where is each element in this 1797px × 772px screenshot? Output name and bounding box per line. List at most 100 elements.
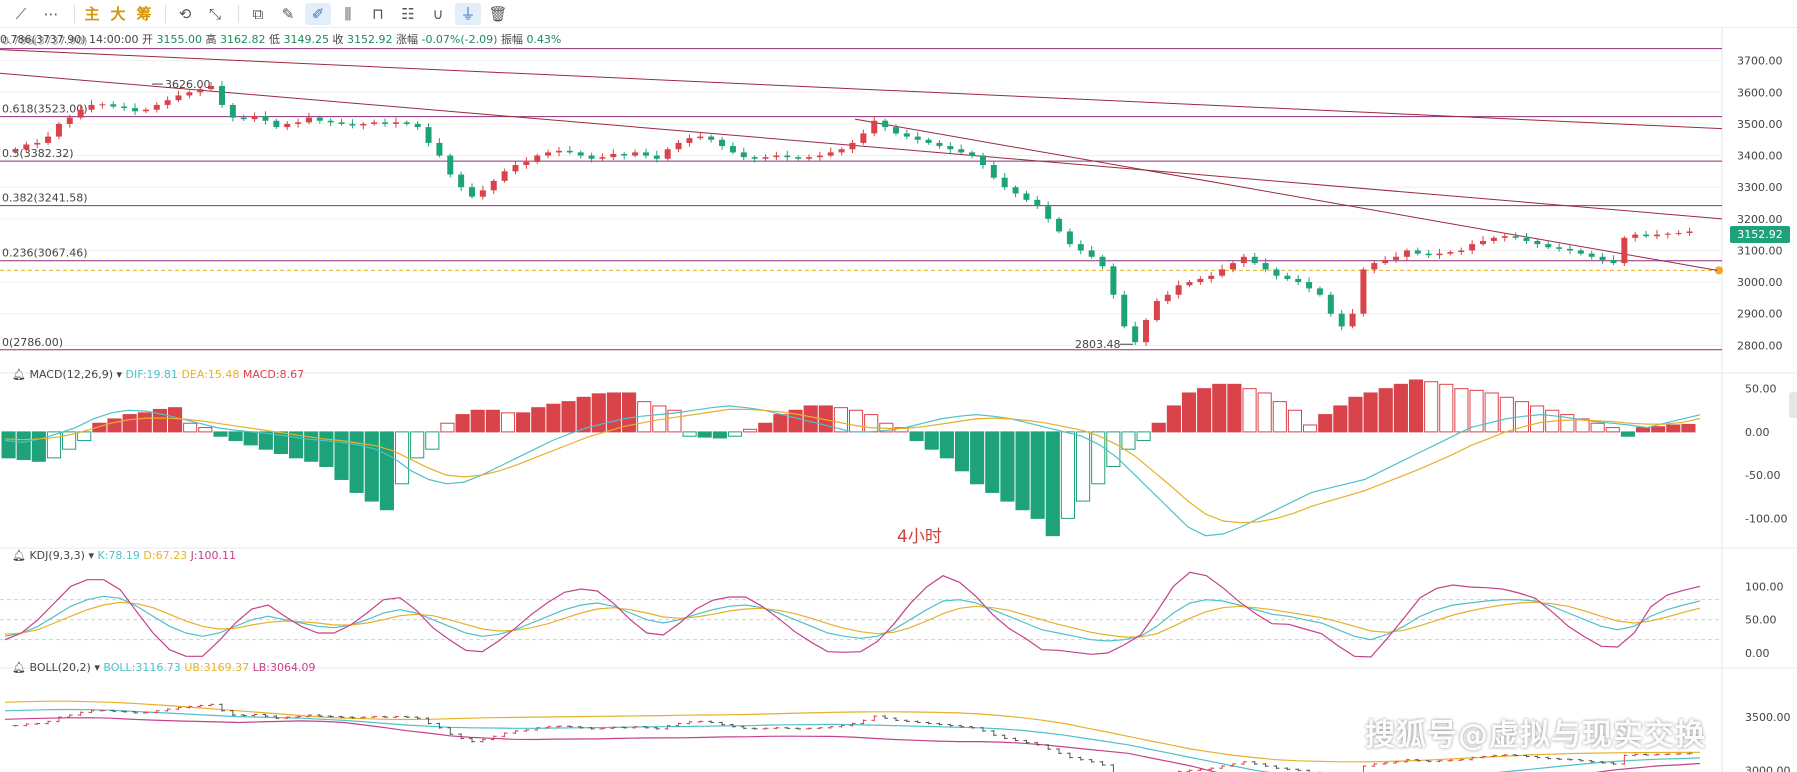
- macd-histogram-bar: [1408, 379, 1424, 433]
- boll-legend[interactable]: 🔔︎ BOLL(20,2) ▾ BOLL:3116.73 UB:3169.37 …: [12, 661, 315, 674]
- macd-histogram-bar: [1227, 383, 1242, 433]
- low-label: 低: [268, 33, 280, 46]
- candle-body: [1175, 285, 1182, 295]
- chip-button[interactable]: 筹: [136, 5, 152, 23]
- magnet-icon[interactable]: ∪: [432, 4, 444, 23]
- fib-level-label: 0.786(3737.90): [2, 35, 88, 48]
- line-tool-icon[interactable]: ⟋: [15, 4, 27, 23]
- macd-histogram-bar: [1015, 431, 1030, 511]
- candle-body: [1490, 237, 1497, 241]
- lock-icon[interactable]: ⊓: [372, 4, 384, 23]
- candle-body: [262, 116, 269, 121]
- measure-icon[interactable]: ⤡: [208, 4, 221, 23]
- candle-body: [1219, 269, 1226, 276]
- settings-doc-icon[interactable]: ☷: [401, 4, 415, 23]
- more-icon[interactable]: ⋯: [43, 4, 59, 23]
- candle-body: [34, 142, 41, 145]
- macd-histogram-bar: [1318, 414, 1333, 433]
- candles-icon[interactable]: ⫼: [344, 4, 352, 23]
- candle-body: [1034, 199, 1041, 207]
- candle-body: [1686, 231, 1693, 234]
- macd-histogram-bar: [621, 392, 637, 433]
- candle-body: [1371, 263, 1378, 270]
- copy-icon[interactable]: ⧉: [252, 4, 264, 23]
- dropdown-icon[interactable]: ▾: [116, 368, 123, 381]
- y-tick-label: 3000.00: [1737, 276, 1783, 289]
- replay-icon[interactable]: ⟲: [178, 4, 192, 23]
- macd-histogram-bar: [46, 431, 62, 459]
- macd-histogram-bar: [1560, 414, 1575, 433]
- candle-body: [436, 142, 443, 156]
- macd-histogram-bar: [273, 431, 289, 455]
- candle-body: [229, 104, 236, 118]
- candle-body: [66, 117, 73, 124]
- chart-area[interactable]: 2800.00 2900.00 3000.00 3100.00 3200.00 3300.…: [0, 28, 1797, 772]
- candle-body: [1675, 233, 1682, 235]
- macd-legend[interactable]: 🔔︎ MACD(12,26,9) ▾ DIF:19.81 DEA:15.48 M…: [12, 368, 304, 381]
- macd-histogram-bar: [939, 431, 954, 459]
- panel-collapse-handle[interactable]: [1789, 392, 1797, 418]
- candle-body: [1132, 326, 1139, 343]
- candle-body: [186, 92, 193, 96]
- macd-histogram-bar: [198, 427, 213, 433]
- macd-axis-label: -50.00: [1745, 469, 1780, 482]
- kdj-axis-label: 100.00: [1745, 580, 1784, 593]
- candle-body: [1077, 244, 1084, 251]
- candle-body: [795, 157, 802, 159]
- candle-body: [545, 152, 552, 156]
- macd-histogram-bar: [803, 405, 818, 433]
- main-force-button[interactable]: 主: [84, 5, 100, 23]
- high-label: 高: [205, 33, 217, 46]
- macd-histogram-bar: [1030, 431, 1045, 519]
- boll-name: BOLL(20,2): [29, 661, 91, 674]
- kdj-legend[interactable]: 🔔︎ KDJ(9,3,3) ▾ K:78.19 D:67.23 J:100.11: [12, 549, 236, 562]
- macd-histogram-bar: [1303, 424, 1318, 433]
- candle-body: [175, 95, 182, 101]
- candle-body: [936, 142, 943, 147]
- macd-histogram-bar: [561, 401, 576, 433]
- candle-body: [55, 123, 62, 137]
- candle-body: [664, 149, 671, 159]
- candle-body: [1045, 206, 1052, 219]
- candle-body: [458, 174, 465, 188]
- amplitude-label: 振幅: [500, 33, 523, 46]
- candle-body: [806, 157, 813, 159]
- candle-body: [295, 122, 302, 124]
- close-label: 收: [332, 33, 344, 46]
- macd-histogram-bar: [1605, 427, 1620, 433]
- macd-histogram-bar: [1363, 392, 1378, 433]
- filter-icon[interactable]: ⏚: [455, 2, 481, 25]
- macd-histogram-bar: [470, 409, 485, 433]
- candle-body: [479, 190, 486, 197]
- macd-histogram-bar: [954, 431, 970, 472]
- candle-body: [947, 146, 954, 150]
- macd-histogram-bar: [788, 409, 803, 433]
- candle-body: [360, 123, 367, 126]
- bell-icon[interactable]: 🔔︎: [12, 661, 26, 674]
- candle-body: [1066, 231, 1073, 245]
- pen-icon[interactable]: ✐: [305, 2, 331, 25]
- macd-histogram-bar: [183, 422, 198, 433]
- candle-body: [121, 106, 128, 109]
- y-tick-label: 3400.00: [1737, 150, 1783, 163]
- bell-icon[interactable]: 🔔︎: [12, 549, 26, 562]
- macd-histogram-bar: [440, 422, 455, 433]
- macd-histogram-bar: [410, 431, 425, 459]
- macd-histogram-bar: [379, 431, 394, 511]
- macd-histogram-bar: [1620, 431, 1635, 437]
- dropdown-icon[interactable]: ▾: [88, 549, 94, 562]
- candle-body: [371, 122, 378, 124]
- candle-body: [23, 144, 30, 150]
- macd-histogram-bar: [1393, 383, 1408, 433]
- macd-histogram-bar: [773, 414, 788, 433]
- candle-body: [675, 142, 682, 150]
- boll-axis-label: 3000.00: [1745, 764, 1791, 772]
- macd-histogram-bar: [1091, 431, 1106, 485]
- dropdown-icon[interactable]: ▾: [94, 661, 100, 674]
- eraser-icon[interactable]: ✎: [281, 4, 295, 23]
- candle-body: [1306, 282, 1313, 289]
- big-order-button[interactable]: 大: [110, 5, 126, 23]
- candle-body: [403, 122, 410, 124]
- bell-icon[interactable]: 🔔︎: [12, 368, 26, 381]
- trash-icon[interactable]: 🗑: [488, 4, 508, 23]
